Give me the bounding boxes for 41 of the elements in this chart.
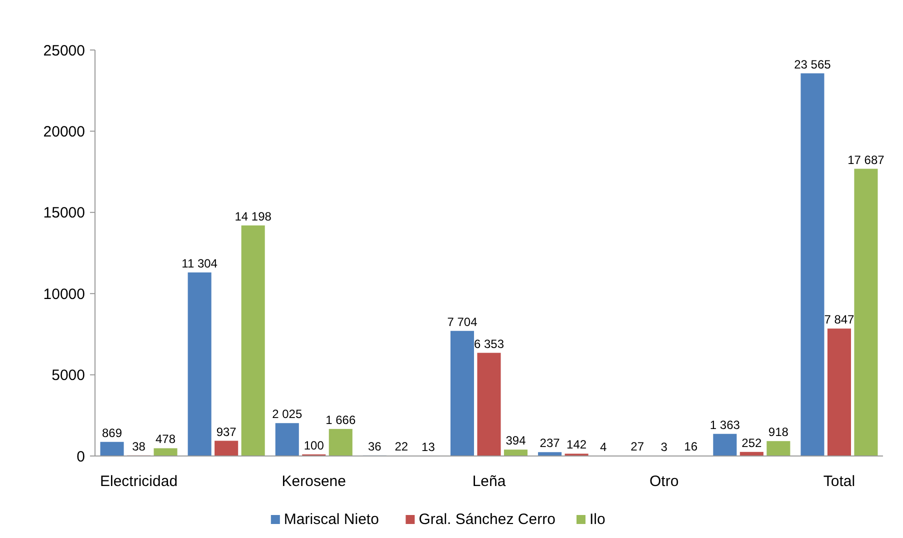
data-label: 237 bbox=[540, 436, 560, 450]
data-label: 2 025 bbox=[272, 407, 302, 422]
data-label: 4 bbox=[600, 440, 607, 454]
data-label: 23 565 bbox=[794, 57, 832, 72]
data-label: 27 bbox=[630, 440, 644, 454]
y-tick-label: 20000 bbox=[43, 123, 85, 140]
data-label: 937 bbox=[216, 424, 237, 439]
x-tick-label: Electricidad bbox=[100, 473, 178, 490]
legend-label: Mariscal Nieto bbox=[284, 511, 379, 528]
data-label: 22 bbox=[394, 440, 408, 454]
data-label: 16 bbox=[684, 440, 698, 454]
x-tick-label: Leña bbox=[472, 473, 506, 490]
data-label: 1 666 bbox=[326, 412, 356, 427]
x-tick-label: Total bbox=[823, 473, 856, 490]
data-label: 918 bbox=[768, 425, 789, 440]
data-label: 36 bbox=[368, 439, 382, 454]
data-label: 1 363 bbox=[710, 418, 740, 432]
y-tick-label: 0 bbox=[76, 448, 85, 466]
data-label: 394 bbox=[506, 434, 526, 448]
y-tick-label: 5000 bbox=[52, 367, 85, 384]
y-tick-label: 10000 bbox=[43, 286, 85, 303]
data-label: 13 bbox=[422, 440, 436, 454]
data-label: 11 304 bbox=[182, 256, 218, 270]
data-label: 478 bbox=[156, 432, 176, 446]
data-label: 38 bbox=[132, 439, 146, 454]
data-label: 100 bbox=[304, 438, 324, 452]
data-label: 17 687 bbox=[848, 152, 885, 167]
data-label: 7 847 bbox=[824, 312, 855, 327]
data-label: 869 bbox=[102, 426, 122, 440]
legend-label: Ilo bbox=[590, 511, 606, 528]
data-label: 142 bbox=[566, 438, 587, 452]
x-tick-label: Kerosene bbox=[282, 473, 346, 490]
data-label: 14 198 bbox=[234, 209, 272, 224]
x-tick-label: Otro bbox=[650, 473, 679, 490]
legend-label: Gral. Sánchez Cerro bbox=[418, 511, 556, 528]
y-tick-label: 25000 bbox=[43, 42, 85, 60]
y-tick-label: 15000 bbox=[43, 204, 85, 222]
data-label: 7 704 bbox=[447, 314, 478, 329]
data-label: 6 353 bbox=[474, 336, 504, 351]
data-label: 3 bbox=[660, 440, 668, 454]
data-label: 252 bbox=[742, 436, 762, 450]
